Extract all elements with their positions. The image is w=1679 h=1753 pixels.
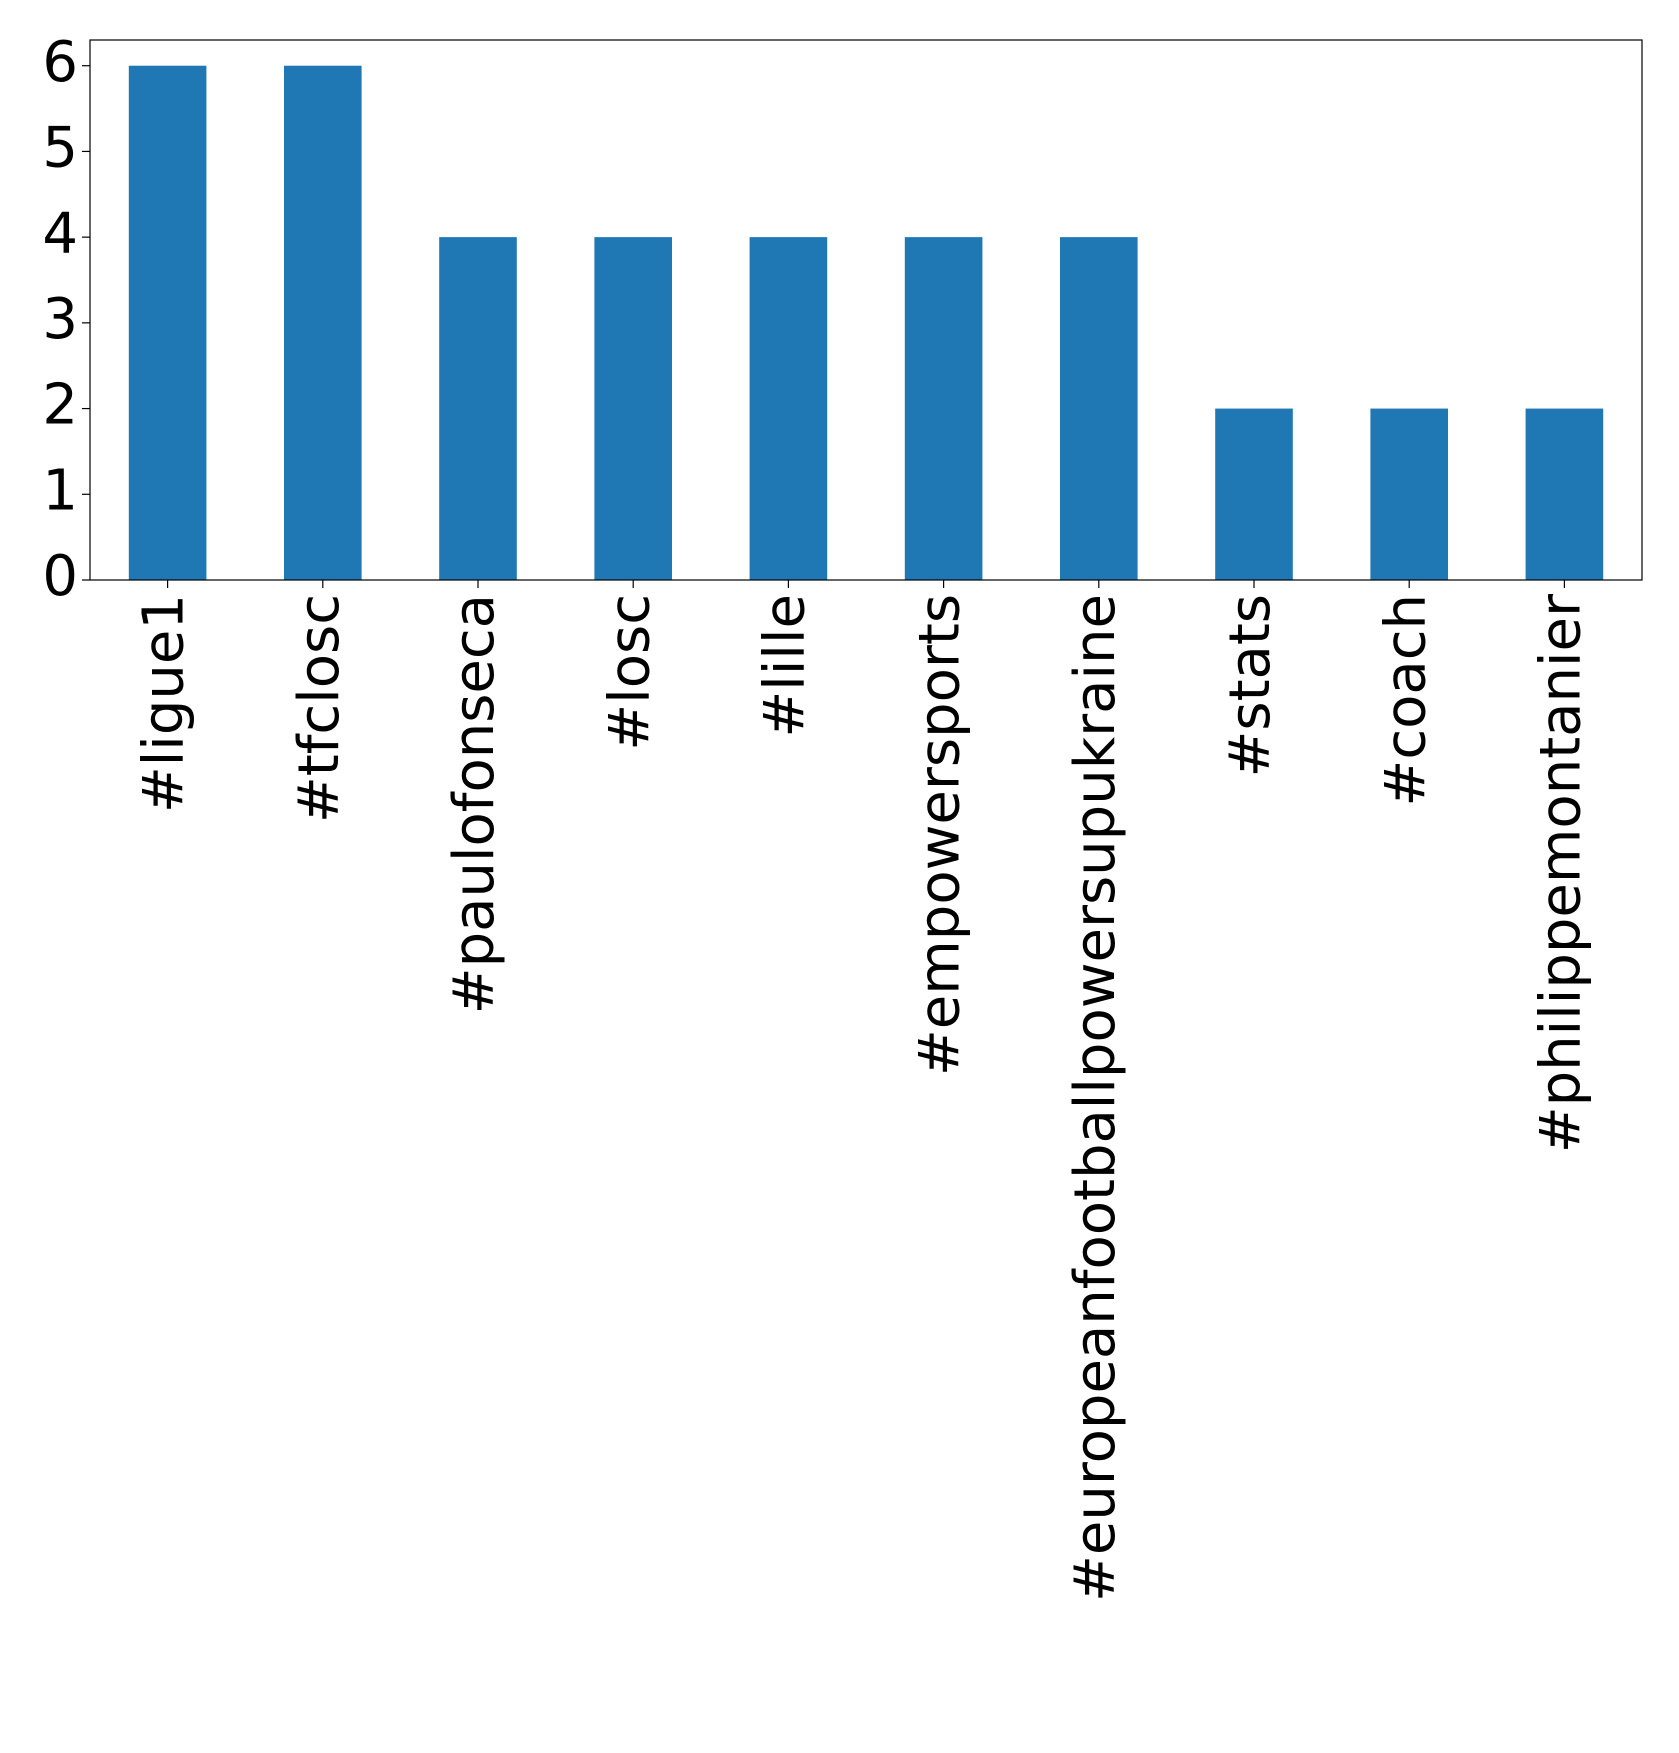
bar [1215, 408, 1293, 580]
bar [439, 237, 517, 580]
y-tick-label: 3 [42, 287, 78, 352]
y-tick-label: 6 [42, 30, 78, 95]
bar [594, 237, 672, 580]
bar [128, 65, 207, 580]
x-tick-label: #philippemontanier [1529, 593, 1594, 1153]
bar [284, 65, 362, 580]
x-tick-label: #paulofonseca [442, 594, 507, 1014]
bar [1060, 237, 1138, 580]
y-tick-label: 2 [42, 373, 78, 438]
bar [904, 237, 983, 580]
bar [749, 237, 828, 580]
bar [1525, 408, 1604, 580]
y-tick-label: 4 [42, 201, 78, 266]
bar [1370, 408, 1448, 580]
y-tick-label: 1 [42, 458, 78, 523]
x-tick-label: #lille [753, 594, 818, 738]
x-tick-label: #tfclosc [287, 594, 352, 823]
x-tick-label: #europeanfootballpowersupukraine [1063, 594, 1128, 1602]
x-tick-label: #stats [1218, 594, 1283, 778]
x-tick-label: #losc [597, 594, 662, 751]
plot-frame [89, 39, 1643, 581]
x-tick-label: #coach [1373, 594, 1438, 807]
y-tick-label: 0 [42, 544, 78, 609]
x-tick-label: #empowersports [908, 594, 973, 1076]
x-tick-label: #ligue1 [132, 594, 197, 813]
y-tick-label: 5 [42, 116, 78, 181]
